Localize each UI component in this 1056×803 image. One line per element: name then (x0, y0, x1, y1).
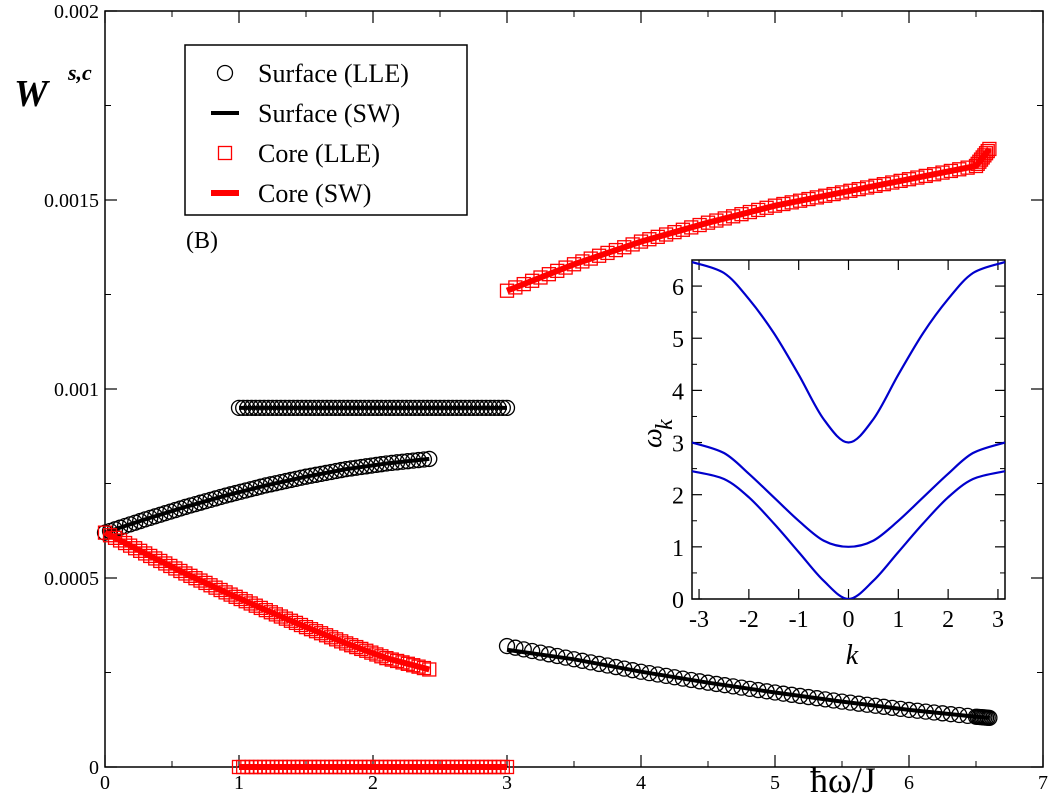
data-point-square (982, 141, 997, 157)
series-line (505, 147, 992, 294)
inset-x-tick-label: 1 (892, 607, 904, 633)
inset-x-tick-label: 0 (843, 607, 855, 633)
series-line (506, 647, 990, 720)
x-tick-label: 7 (1038, 772, 1048, 794)
y-axis-label: W (14, 73, 51, 115)
inset-y-tick-label: 5 (672, 327, 684, 353)
inset-x-tick-label: -3 (689, 607, 709, 633)
data-point-circle (507, 639, 524, 656)
x-tick-label: 6 (904, 772, 914, 794)
x-tick-label: 2 (368, 772, 378, 794)
inset-y-tick-label: 4 (672, 379, 684, 405)
legend-marker-square (217, 145, 233, 161)
y-tick-label: 0.0015 (44, 190, 99, 212)
inset-y-tick-label: 3 (672, 432, 684, 458)
x-tick-label: 1 (234, 772, 244, 794)
inset-y-axis-label: ω (637, 428, 668, 448)
panel-label: (B) (186, 228, 218, 254)
series-surface-sw (104, 405, 990, 720)
legend-label: Surface (LLE) (258, 59, 409, 88)
legend-marker-circle (216, 64, 234, 82)
dispersion-branch-3 (692, 470, 1005, 599)
y-tick-label: 0.0005 (44, 568, 99, 590)
dispersion-branch-2 (692, 441, 1005, 548)
inset-y-tick-label: 6 (672, 275, 684, 301)
inset-x-axis-label: k (846, 640, 859, 671)
data-point-square (978, 146, 994, 161)
x-tick-label: 5 (770, 772, 780, 794)
inset-y-tick-label: 1 (672, 536, 684, 562)
inset-y-tick-label: 0 (672, 588, 684, 614)
x-tick-label: 3 (502, 772, 512, 794)
x-axis-label: ħω/J (810, 760, 876, 800)
data-point-square (980, 143, 995, 159)
series-line (103, 529, 431, 673)
inset-x-tick-label: -2 (739, 607, 759, 633)
main-plot: 0 1 2 3 4 5 6 7 0 0.0005 0.001 0.0015 0.002 Ws,c ħω/J (… (14, 1, 1048, 800)
data-point-circle (498, 637, 516, 655)
legend: Surface (LLE) Surface (SW) Core (LLE) Core … (184, 44, 468, 216)
inset-frame (691, 259, 1006, 600)
series-line (104, 456, 430, 535)
inset-y-tick-label: 2 (672, 484, 684, 510)
legend-label: Surface (SW) (258, 99, 400, 128)
x-tick-label: 4 (636, 772, 646, 794)
series-core-sw (103, 147, 992, 770)
inset-x-tick-label: 2 (942, 607, 954, 633)
y-tick-label: 0 (89, 757, 99, 779)
dispersion-branch-1 (692, 261, 1005, 444)
x-tick-label: 0 (100, 772, 110, 794)
y-tick-label: 0.002 (54, 1, 99, 23)
inset-x-tick-label: -1 (789, 607, 809, 633)
y-axis-label-superscript: s,c (67, 60, 92, 85)
inset-x-tick-label: 3 (992, 607, 1004, 633)
legend-label: Core (SW) (258, 179, 371, 208)
y-tick-label: 0.001 (54, 379, 99, 401)
legend-label: Core (LLE) (258, 139, 380, 168)
inset-y-axis-subscript: k (652, 419, 678, 430)
